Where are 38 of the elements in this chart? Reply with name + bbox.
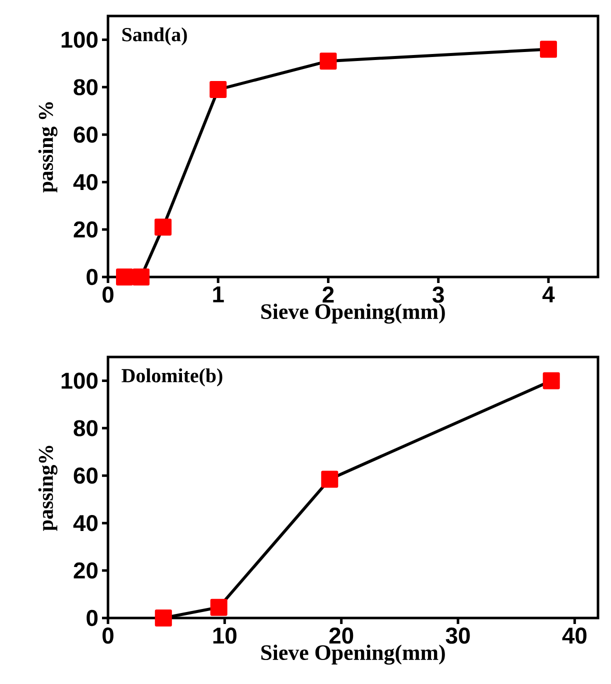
- text: Sand(a): [122, 27, 187, 46]
- y-tick-label: 60: [74, 126, 98, 143]
- y-axis-title: passing %: [38, 102, 58, 192]
- y-tick-label: 20: [74, 562, 98, 579]
- text: Dolomite(b): [122, 368, 222, 386]
- point: [321, 470, 338, 488]
- y-axis-title: passing%: [38, 446, 58, 531]
- y-tick-label: 40: [73, 514, 98, 532]
- x-axis-title: Sieve Opening(mm): [261, 304, 445, 324]
- x-tick-label: 20: [329, 628, 354, 644]
- x-tick-label: 2: [322, 286, 334, 303]
- x-tick-label: 0: [102, 286, 114, 303]
- x-tick-label: 30: [446, 628, 470, 644]
- point: [540, 40, 557, 58]
- y-tick-label: 100: [62, 32, 98, 48]
- y-tick-label: 40: [73, 174, 98, 190]
- point: [542, 372, 560, 390]
- y-tick-label: 20: [74, 221, 98, 238]
- x-tick-label: 40: [562, 628, 586, 644]
- point: [116, 268, 134, 286]
- x-axis-title: Sieve Opening(mm): [261, 644, 445, 665]
- y-tick-label: 0: [86, 268, 98, 286]
- point: [320, 52, 337, 70]
- point: [210, 598, 228, 616]
- x-tick-label: 4: [542, 286, 555, 302]
- y-tick-label: 80: [74, 420, 98, 436]
- point: [154, 218, 172, 236]
- point: [154, 610, 172, 626]
- point: [132, 268, 150, 286]
- x-tick-label: 10: [213, 628, 236, 644]
- y-tick-label: 60: [74, 468, 98, 484]
- x-tick-label: 3: [432, 286, 444, 303]
- x-tick-label: 1: [213, 286, 224, 302]
- x-tick-label: 0: [102, 628, 114, 644]
- y-tick-label: 100: [62, 372, 98, 389]
- y-tick-label: 80: [74, 79, 98, 96]
- point: [210, 81, 227, 98]
- y-tick-label: 0: [86, 610, 98, 626]
